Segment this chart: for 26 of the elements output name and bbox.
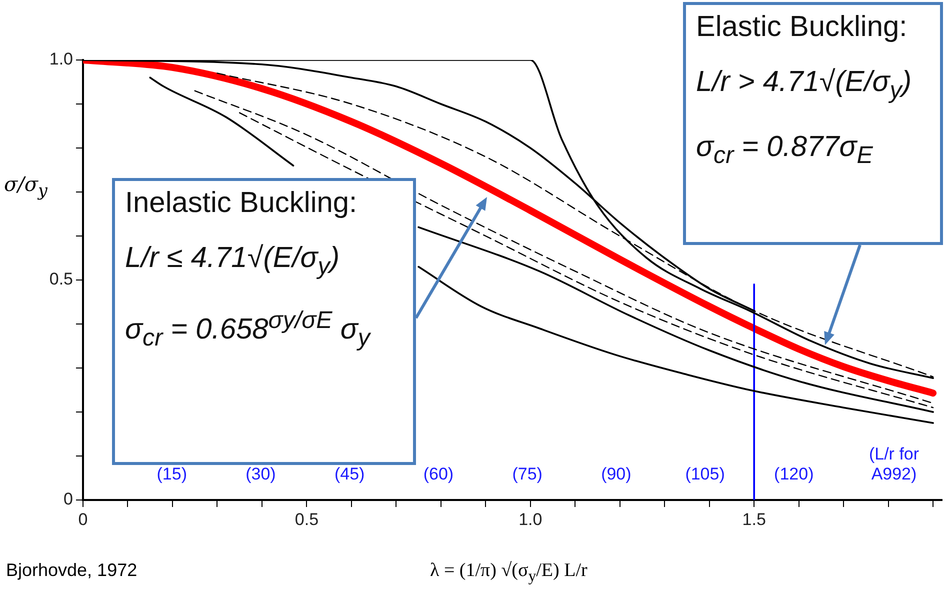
annotation: Inelastic Buckling:: [125, 187, 358, 220]
annotation: L/r > 4.71√(E/σ$_{y}$): [696, 66, 913, 105]
x-tick-label: 0: [78, 510, 88, 529]
x-tick-label: 1.0: [518, 510, 542, 529]
y-tick-label: 0.5: [49, 270, 73, 289]
x2-tick-label: (105): [685, 464, 725, 484]
annotation: L/r ≤ 4.71√(E/σ$_{y}$): [125, 242, 341, 281]
text: Bjorhovde, 1972: [6, 560, 138, 581]
x2-tick-label: (60): [423, 464, 454, 484]
callout-box: Inelastic Buckling: L/r ≤ 4.71√(E/σ$_{y}$) σ$_{cr}$ = 0.658$^{σy/σE}$ σ$_{y}$: [112, 178, 416, 465]
x2-axis-title: (L/r for A992): [868, 444, 920, 484]
annotation: σ$_{cr}$ = 0.877σ$_{E}$: [696, 130, 874, 170]
x2-tick-label: (90): [601, 464, 632, 484]
x2-tick-label: (75): [512, 464, 542, 484]
x2-tick-label: (15): [156, 464, 187, 484]
x-axis-title: λ = (1/π) √(σ$_{y}$/E) L/r: [430, 560, 588, 586]
y-tick-label: 1.0: [49, 50, 73, 69]
x-tick-label: 0.5: [294, 510, 319, 529]
x2-tick-label: (30): [246, 464, 276, 484]
x2-tick-label: (45): [334, 464, 365, 484]
callout-box: Elastic Buckling: L/r > 4.71√(E/σ$_{y}$) σ$_{cr}$ = 0.877σ$_{E}$: [683, 2, 943, 245]
x2-tick-label: (120): [774, 464, 814, 484]
x-tick-label: 1.5: [742, 510, 766, 529]
y-axis-title: σ/σ$_{y}$: [4, 172, 48, 200]
annotation: σ$_{cr}$ = 0.658$^{σy/σE}$ σ$_{y}$: [125, 306, 372, 352]
y-tick-label: 0: [64, 490, 73, 509]
